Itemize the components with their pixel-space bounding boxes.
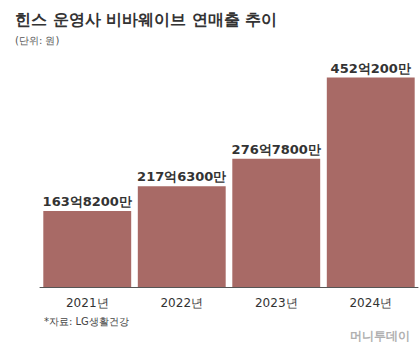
svg-text:2021년: 2021년 bbox=[66, 296, 109, 310]
svg-text:힌스 운영사 비바웨이브 연매출 추이: 힌스 운영사 비바웨이브 연매출 추이 bbox=[15, 10, 277, 29]
svg-text:2022년: 2022년 bbox=[160, 296, 203, 310]
svg-text:163억8200만: 163억8200만 bbox=[43, 194, 132, 209]
svg-text:(단위: 원): (단위: 원) bbox=[15, 35, 59, 46]
svg-text:276억7800만: 276억7800만 bbox=[232, 142, 321, 157]
svg-text:2024년: 2024년 bbox=[349, 296, 392, 310]
svg-text:452억200만: 452억200만 bbox=[331, 61, 411, 76]
svg-text:2023년: 2023년 bbox=[255, 296, 298, 310]
svg-text:*자료: LG생활건강: *자료: LG생활건강 bbox=[44, 316, 129, 327]
svg-text:217억6300만: 217억6300만 bbox=[137, 169, 226, 184]
svg-text:머니투데이: 머니투데이 bbox=[350, 329, 410, 343]
